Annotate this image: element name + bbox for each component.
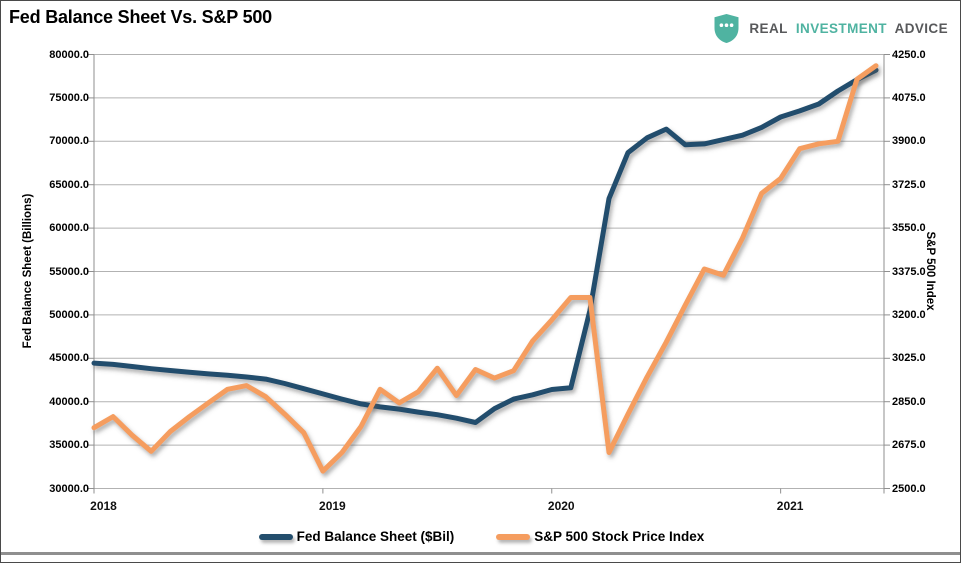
y-right-tick-label: 3200.0 (892, 308, 926, 321)
legend-label-fed-balance-sheet: Fed Balance Sheet ($Bil) (296, 529, 455, 544)
x-axis-year-label: 2020 (547, 499, 575, 513)
sp500-line (91, 63, 879, 474)
legend-item-sp500: S&P 500 Stock Price Index (496, 529, 704, 544)
brand-word-real: REAL (749, 21, 788, 36)
y-right-tick-label: 3025.0 (892, 352, 926, 365)
y-right-tick-label: 2850.0 (892, 395, 926, 408)
x-axis-year-label: 2019 (319, 499, 346, 513)
y-left-tick-label: 60000.0 (49, 222, 89, 235)
y-left-tick-label: 75000.0 (49, 91, 89, 104)
y-left-tick-label: 50000.0 (49, 308, 89, 321)
legend: Fed Balance Sheet ($Bil) S&P 500 Stock P… (1, 529, 960, 544)
x-axis-year-label: 2018 (90, 499, 117, 513)
y-right-tick-label: 3900.0 (892, 135, 926, 148)
right-axis-title: S&P 500 Index (924, 231, 936, 311)
y-left-tick-label: 45000.0 (49, 352, 89, 365)
brand-text: REAL INVESTMENT ADVICE (749, 21, 948, 36)
y-right-tick-label: 2500.0 (892, 482, 926, 495)
y-right-tick-label: 3375.0 (892, 265, 926, 278)
y-left-tick-label: 30000.0 (49, 482, 89, 495)
y-left-tick-label: 35000.0 (49, 439, 89, 452)
bottom-divider (1, 552, 960, 555)
fed-balance-sheet-line (91, 67, 879, 425)
chart-title: Fed Balance Sheet Vs. S&P 500 (9, 7, 272, 27)
y-right-tick-label: 3725.0 (892, 178, 926, 191)
legend-label-sp500: S&P 500 Stock Price Index (534, 529, 705, 544)
y-right-tick-label: 4075.0 (892, 91, 926, 104)
y-left-tick-label: 80000.0 (49, 48, 89, 61)
y-left-tick-label: 65000.0 (49, 178, 89, 191)
brand-logo: REAL INVESTMENT ADVICE (713, 13, 948, 44)
y-left-tick-label: 40000.0 (49, 395, 89, 408)
legend-swatch-fed-balance-sheet (258, 533, 293, 540)
brand-word-advice: ADVICE (894, 21, 948, 36)
y-left-tick-label: 70000.0 (49, 135, 89, 148)
y-left-tick-label: 55000.0 (49, 265, 89, 278)
legend-item-fed-balance-sheet: Fed Balance Sheet ($Bil) (258, 529, 455, 544)
legend-swatch-sp500 (496, 533, 531, 540)
x-axis-year-label: 2021 (776, 499, 804, 513)
y-right-tick-label: 4250.0 (892, 48, 926, 61)
shield-icon (713, 13, 740, 44)
y-right-tick-label: 3550.0 (892, 222, 926, 235)
y-right-tick-label: 2675.0 (892, 439, 926, 452)
left-axis-title: Fed Balance Sheet (Billions) (22, 193, 34, 349)
brand-word-investment: INVESTMENT (795, 21, 887, 36)
